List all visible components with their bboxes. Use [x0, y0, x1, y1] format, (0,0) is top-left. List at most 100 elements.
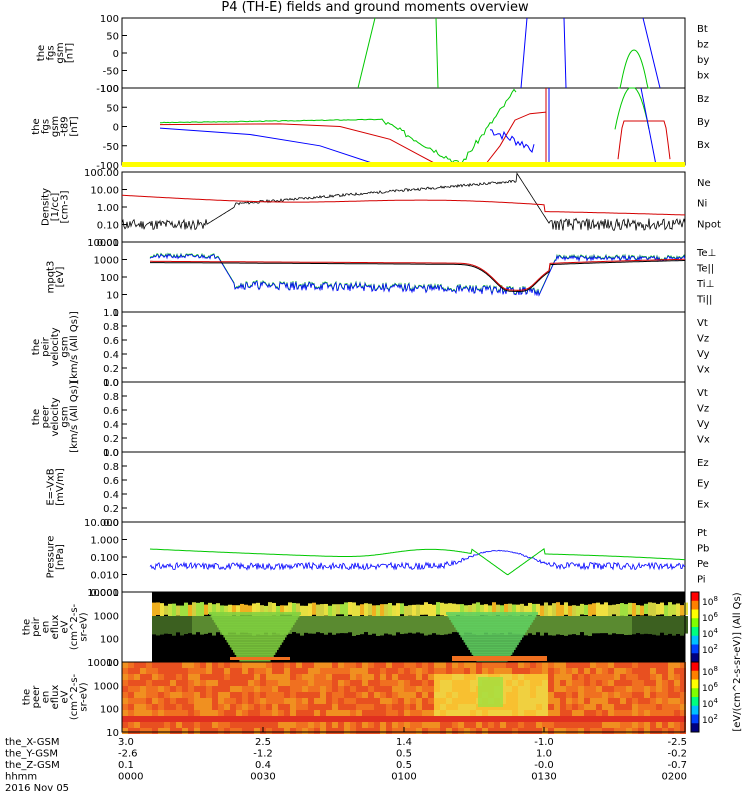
- spectrogram-cell: [662, 698, 668, 704]
- spectrogram-cell: [158, 722, 164, 728]
- spectrogram-cell: [608, 616, 612, 635]
- spectrogram-cell: [302, 668, 308, 674]
- spectrogram-cell: [506, 674, 512, 680]
- spectrogram-cell: [230, 657, 290, 660]
- spectrogram-cell: [518, 722, 524, 728]
- spectrogram-cell: [632, 616, 636, 635]
- spectrogram-cell: [428, 722, 434, 728]
- spectrogram-cell: [140, 710, 146, 716]
- ytick-label: 1.0: [103, 308, 119, 319]
- spectrogram-cell: [650, 722, 656, 728]
- spectrogram-cell: [614, 692, 620, 698]
- spectrogram-cell: [592, 616, 596, 634]
- spectrogram-cell: [362, 680, 368, 686]
- spectrogram-cell: [308, 686, 314, 692]
- spectrogram-cell: [182, 662, 188, 668]
- spectrogram-cell: [188, 698, 194, 704]
- spectrogram-cell: [170, 728, 176, 734]
- spectrogram-cell: [188, 704, 194, 710]
- spectrogram-cell: [290, 680, 296, 686]
- spectrogram-cell: [236, 680, 242, 686]
- spectrogram-cell: [584, 692, 590, 698]
- spectrogram-cell: [424, 602, 428, 615]
- spectrogram-cell: [556, 616, 560, 635]
- spectrogram-cell: [184, 616, 188, 635]
- spectrogram-cell: [140, 698, 146, 704]
- spectrogram-cell: [506, 704, 512, 710]
- spectrogram-cell: [140, 662, 146, 668]
- ytick-label: 1000: [94, 256, 119, 267]
- spectrogram-cell: [254, 698, 260, 704]
- spectrogram-cell: [656, 704, 662, 710]
- spectrogram-cell: [444, 603, 448, 617]
- spectrogram-cell: [340, 604, 344, 615]
- spectrogram-cell: [644, 722, 650, 728]
- spectrogram-cell: [440, 704, 446, 710]
- spectrogram-cell: [338, 710, 344, 716]
- spectrogram-cell: [146, 716, 152, 722]
- spectrogram-cell: [328, 605, 332, 620]
- spectrogram-cell: [236, 716, 242, 722]
- spectrogram-cell: [680, 616, 684, 636]
- spectrogram-cell: [506, 686, 512, 692]
- spectrogram-cell: [152, 674, 158, 680]
- ylabel-line: [cm-3]: [60, 190, 71, 223]
- spectrogram-cell: [674, 686, 680, 692]
- xaxis-value: 3.0: [118, 737, 134, 748]
- spectrogram-cell: [518, 692, 524, 698]
- ytick-label: 0.010: [90, 571, 119, 582]
- legend-vz: Vz: [697, 334, 709, 345]
- spectrogram-cell: [254, 668, 260, 674]
- spectrogram-cell: [386, 704, 392, 710]
- spectrogram-cell: [350, 728, 356, 734]
- spectrogram-cell: [380, 674, 386, 680]
- spectrogram-cell: [664, 605, 668, 619]
- spectrogram-cell: [122, 668, 128, 674]
- spectrogram-cell: [324, 603, 328, 616]
- spectrogram-cell: [332, 728, 338, 734]
- spectrogram-cell: [234, 652, 276, 655]
- spectrogram-cell: [254, 686, 260, 692]
- spectrogram-cell: [608, 704, 614, 710]
- spectrogram-cell: [578, 680, 584, 686]
- spectrogram-cell: [314, 728, 320, 734]
- spectrogram-cell: [170, 680, 176, 686]
- colorbar-segment: [691, 592, 699, 602]
- spectrogram-cell: [290, 698, 296, 704]
- spectrogram-cell: [452, 674, 458, 680]
- spectrogram-cell: [316, 616, 320, 633]
- spectrogram-cell: [596, 710, 602, 716]
- spectrogram-cell: [404, 728, 410, 734]
- spectrogram-cell: [188, 728, 194, 734]
- xaxis-value: -1.2: [253, 749, 273, 760]
- spectrogram-cell: [152, 698, 158, 704]
- spectrogram-cell: [644, 710, 650, 716]
- spectrogram-cell: [278, 728, 284, 734]
- spectrogram-cell: [554, 662, 560, 668]
- spectrogram-cell: [398, 662, 404, 668]
- spectrogram-cell: [386, 692, 392, 698]
- spectrogram-cell: [200, 680, 206, 686]
- spectrogram-cell: [230, 710, 236, 716]
- legend-bx: bx: [697, 71, 709, 82]
- spectrogram-cell: [356, 680, 362, 686]
- spectrogram-cell: [455, 627, 529, 630]
- spectrogram-cell: [590, 662, 596, 668]
- spectrogram-cell: [471, 652, 513, 655]
- spectrogram-cell: [290, 728, 296, 734]
- ytick-label: 0.8: [103, 322, 119, 333]
- by-line: [160, 88, 517, 166]
- spectrogram-cell: [172, 603, 176, 617]
- spectrogram-cell: [452, 622, 532, 625]
- spectrogram-cell: [680, 722, 686, 728]
- spectrogram-cell: [608, 728, 614, 734]
- spectrogram-cell: [548, 692, 554, 698]
- ni-line: [121, 172, 686, 232]
- spectrogram-cell: [554, 716, 560, 722]
- spectrogram-cell: [368, 668, 374, 674]
- spectrogram-cell: [176, 692, 182, 698]
- spectrogram-cell: [512, 704, 518, 710]
- spectrogram-cell: [464, 662, 470, 668]
- spectrogram-cell: [578, 692, 584, 698]
- spectrogram-cell: [632, 662, 638, 668]
